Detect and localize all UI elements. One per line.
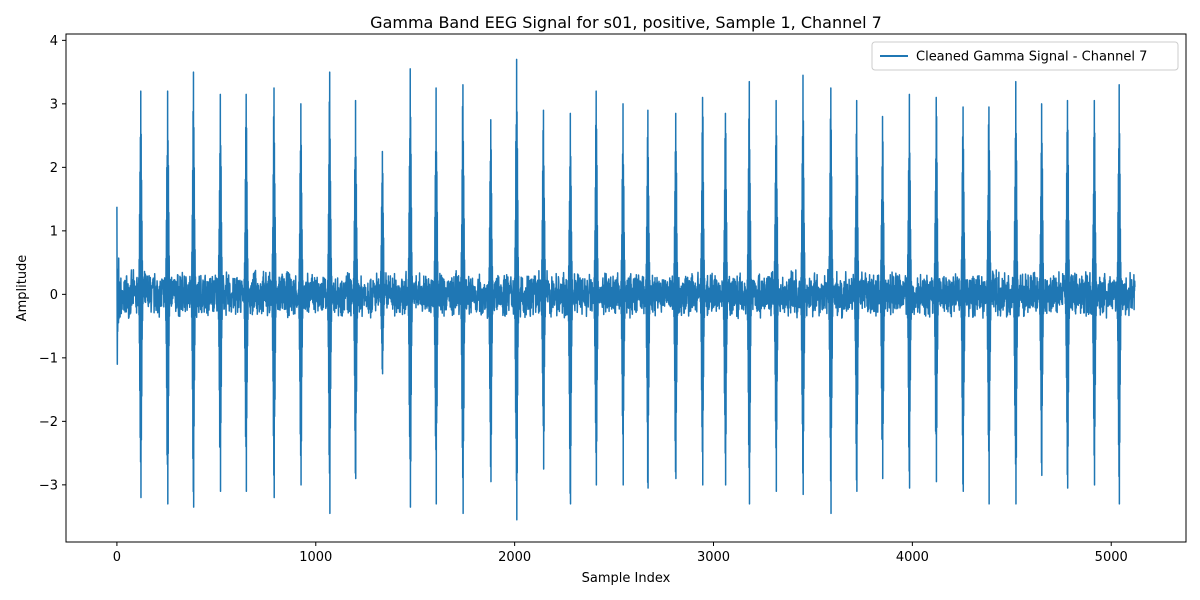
chart-title: Gamma Band EEG Signal for s01, positive,… — [370, 13, 882, 32]
legend-box — [871, 41, 1179, 71]
y-tick-label: −2 — [39, 415, 58, 430]
y-axis-label: Amplitude — [15, 255, 30, 322]
x-tick-label: 5000 — [1095, 550, 1128, 565]
legend-entry: Cleaned Gamma Signal - Channel 7 — [916, 50, 1147, 65]
x-tick-label: 2000 — [498, 550, 531, 565]
y-axis-ticks: −3 −2 −1 0 1 2 3 4 — [39, 34, 66, 493]
x-axis-ticks: 0 1000 2000 3000 4000 5000 — [113, 542, 1128, 565]
x-tick-label: 1000 — [299, 550, 332, 565]
y-tick-label: 1 — [50, 224, 58, 239]
plot-area — [65, 33, 1187, 543]
y-tick-label: 2 — [50, 161, 58, 176]
y-tick-label: 0 — [50, 288, 58, 303]
x-tick-label: 4000 — [896, 550, 929, 565]
y-tick-label: 4 — [50, 34, 58, 49]
y-tick-label: −3 — [39, 478, 58, 493]
series-line — [116, 58, 1136, 521]
x-tick-label: 0 — [113, 550, 121, 565]
y-tick-label: −1 — [39, 351, 58, 366]
y-tick-label: 3 — [50, 97, 58, 112]
plot-frame — [65, 33, 1187, 543]
legend: Cleaned Gamma Signal - Channel 7 — [871, 41, 1179, 71]
x-axis-label: Sample Index — [582, 571, 671, 586]
x-tick-label: 3000 — [697, 550, 730, 565]
